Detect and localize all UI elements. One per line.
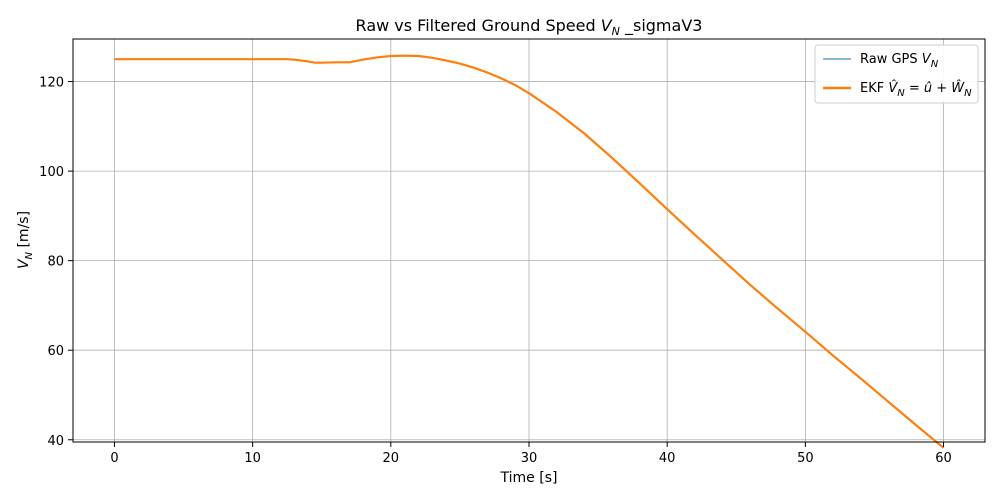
legend-label-ekf: EKF V̂N = û + ŴN <box>860 80 972 99</box>
x-tick-label: 0 <box>110 451 118 466</box>
legend-label-raw: Raw GPS VN <box>860 52 939 70</box>
x-tick-label: 20 <box>383 451 400 466</box>
x-tick-label: 60 <box>935 451 952 466</box>
series-lines <box>114 54 945 449</box>
x-tick-label: 10 <box>244 451 261 466</box>
ekf-series-line <box>114 54 945 449</box>
axis-ticks: 0 10 20 30 40 50 60 40 60 80 100 120 <box>39 76 952 466</box>
y-tick-label: 60 <box>47 344 64 359</box>
y-tick-label: 40 <box>47 434 64 449</box>
y-tick-label: 120 <box>39 76 64 91</box>
x-tick-label: 50 <box>797 451 814 466</box>
y-axis-label: VN [m/s] <box>16 211 35 269</box>
x-tick-label: 40 <box>659 451 676 466</box>
legend-box <box>814 44 979 104</box>
y-tick-label: 100 <box>39 165 64 180</box>
chart-title: Raw vs Filtered Ground Speed VN _sigmaV3 <box>356 16 703 38</box>
legend: Raw GPS VN EKF V̂N = û + ŴN <box>814 44 979 104</box>
y-tick-label: 80 <box>47 255 64 270</box>
x-axis-label: Time [s] <box>500 470 558 486</box>
grid-lines <box>73 39 985 442</box>
x-tick-label: 30 <box>521 451 538 466</box>
